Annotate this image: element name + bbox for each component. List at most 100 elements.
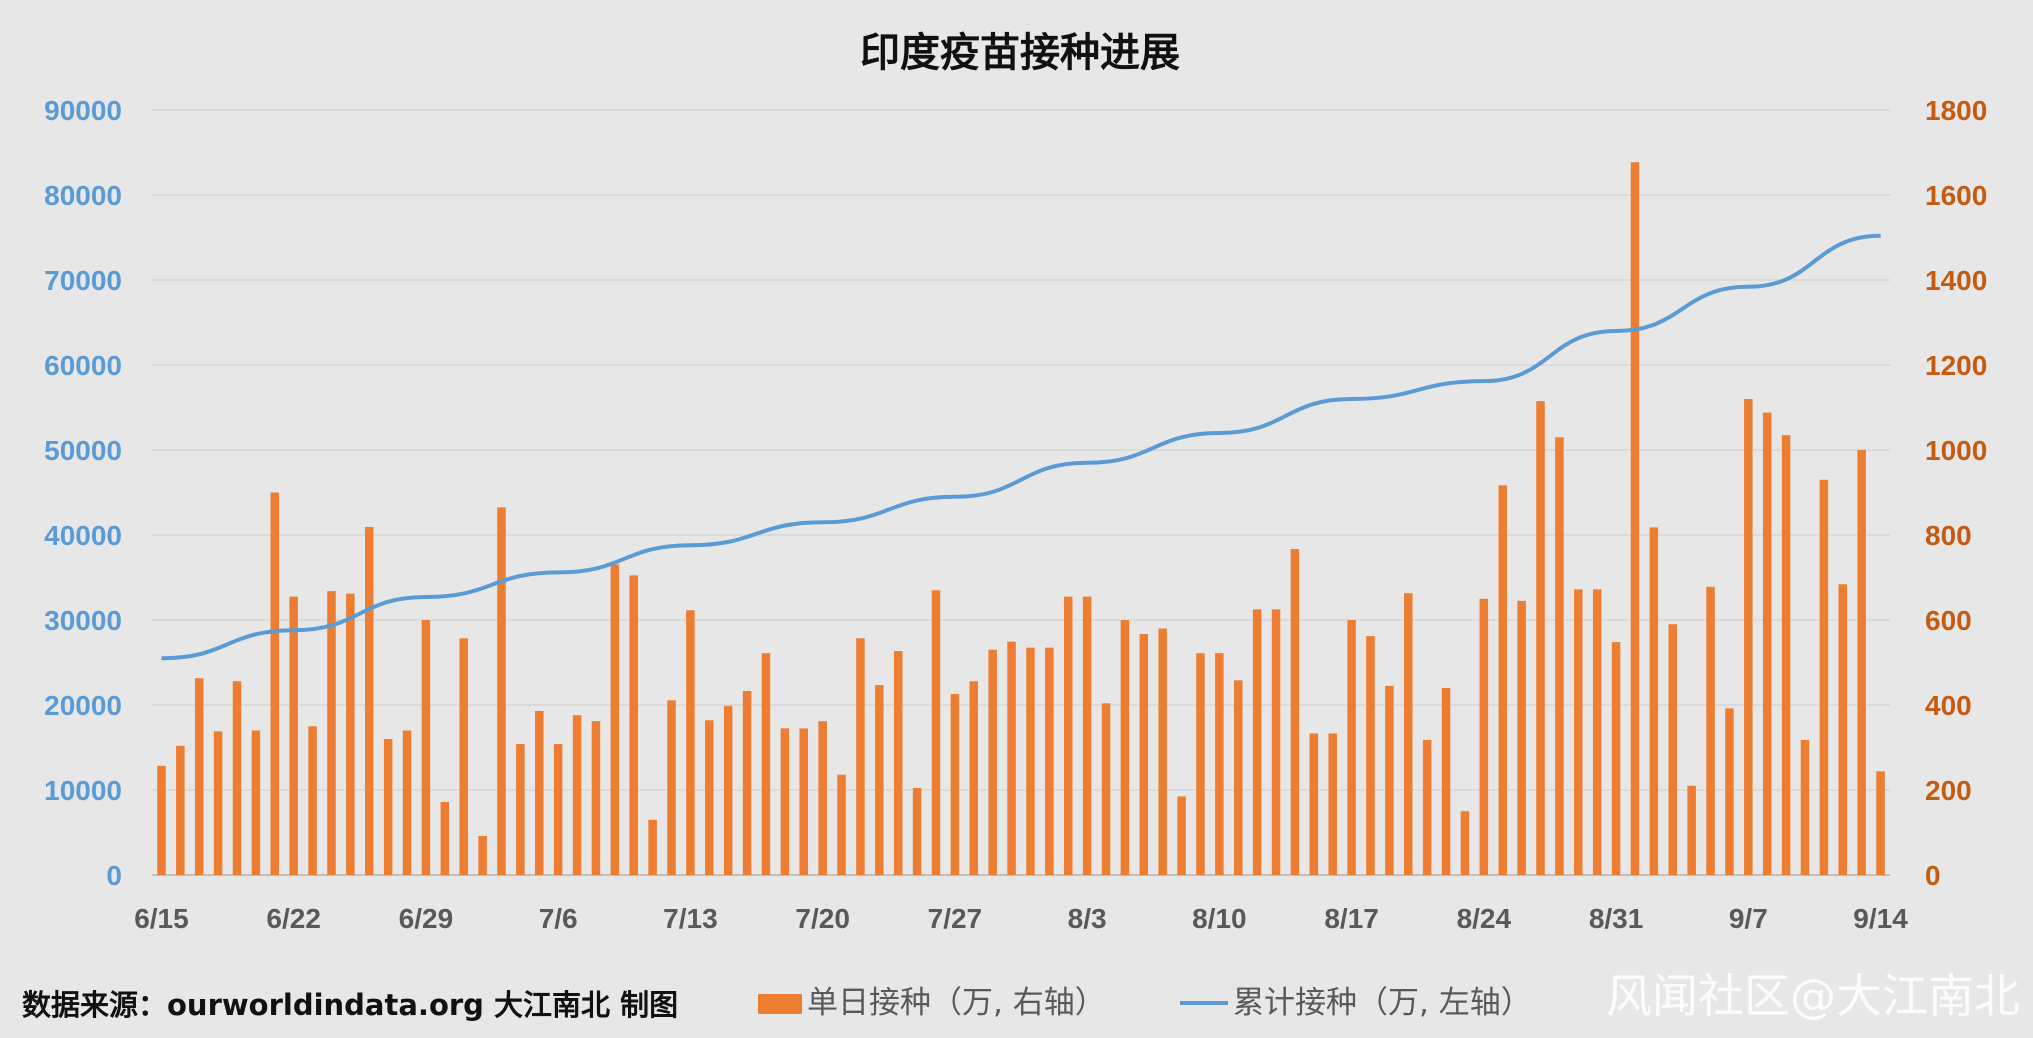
x-tick-label: 6/22 bbox=[266, 903, 321, 934]
daily-bar bbox=[1290, 549, 1300, 875]
daily-bar bbox=[1045, 647, 1054, 875]
legend-line-label: 累计接种（万, 左轴） bbox=[1233, 985, 1532, 1021]
chart-title: 印度疫苗接种进展 bbox=[860, 30, 1180, 76]
daily-bar bbox=[837, 774, 846, 875]
daily-bar bbox=[969, 681, 979, 875]
right-axis: 0 200 400 600 800 1000 1200 1400 1600 1800 bbox=[1925, 95, 1987, 891]
daily-bar bbox=[1838, 584, 1848, 875]
daily-bar bbox=[1082, 596, 1092, 875]
daily-bar bbox=[1687, 785, 1696, 875]
daily-bar bbox=[1441, 688, 1451, 875]
daily-bar bbox=[1574, 589, 1583, 875]
daily-bar bbox=[1479, 598, 1489, 875]
x-axis: 6/15 6/22 6/29 7/6 7/13 7/20 7/27 8/3 8/10 8/17 8/… bbox=[134, 903, 1908, 934]
daily-bar bbox=[742, 690, 752, 875]
daily-bar bbox=[629, 575, 638, 875]
daily-bar bbox=[383, 739, 393, 875]
daily-bar bbox=[1007, 641, 1016, 875]
daily-bar bbox=[459, 638, 468, 875]
daily-bar bbox=[572, 715, 582, 875]
daily-bar bbox=[1706, 586, 1715, 875]
daily-bar bbox=[780, 728, 790, 875]
daily-bar bbox=[1819, 479, 1829, 875]
daily-bar bbox=[610, 564, 620, 875]
right-tick-label: 600 bbox=[1925, 605, 1972, 636]
right-tick-label: 1400 bbox=[1925, 265, 1987, 296]
daily-bar bbox=[1876, 771, 1885, 875]
daily-bar bbox=[497, 507, 506, 875]
daily-bar bbox=[1120, 620, 1130, 875]
daily-bar bbox=[1592, 589, 1602, 875]
daily-bar bbox=[1271, 609, 1281, 875]
right-tick-label: 0 bbox=[1925, 860, 1941, 891]
daily-bar bbox=[402, 730, 412, 875]
daily-bar bbox=[1857, 450, 1866, 875]
daily-bar bbox=[1744, 399, 1753, 875]
daily-bar bbox=[535, 710, 544, 875]
daily-bar bbox=[912, 787, 922, 875]
x-tick-label: 8/31 bbox=[1589, 903, 1644, 934]
daily-bar bbox=[1555, 437, 1564, 875]
daily-bar bbox=[761, 653, 771, 875]
daily-bar bbox=[1196, 653, 1205, 875]
x-tick-label: 7/6 bbox=[539, 903, 578, 934]
daily-bar bbox=[421, 620, 431, 875]
left-tick-label: 30000 bbox=[44, 605, 122, 636]
daily-bar bbox=[818, 721, 827, 875]
left-axis: 0 10000 20000 30000 40000 50000 60000 70000 8000… bbox=[44, 95, 122, 891]
daily-bar bbox=[875, 685, 884, 875]
daily-bar bbox=[1177, 796, 1186, 875]
daily-bar bbox=[270, 492, 280, 875]
daily-bar bbox=[1328, 733, 1337, 875]
left-tick-label: 90000 bbox=[44, 95, 122, 126]
daily-bar bbox=[516, 744, 525, 875]
legend: 单日接种（万, 右轴） 累计接种（万, 左轴） bbox=[758, 985, 1532, 1021]
daily-bar bbox=[591, 721, 601, 875]
daily-bar bbox=[1404, 593, 1413, 875]
right-tick-label: 1800 bbox=[1925, 95, 1987, 126]
left-tick-label: 0 bbox=[106, 860, 122, 891]
watermark: 风闻社区@大江南北 bbox=[1606, 969, 2020, 1023]
x-tick-label: 8/10 bbox=[1192, 903, 1247, 934]
daily-bar bbox=[232, 681, 242, 875]
daily-bar bbox=[1517, 600, 1526, 875]
x-tick-label: 8/17 bbox=[1324, 903, 1379, 934]
left-tick-label: 80000 bbox=[44, 180, 122, 211]
daily-bar bbox=[157, 765, 166, 875]
daily-bar bbox=[176, 745, 185, 875]
daily-bar bbox=[1347, 620, 1356, 875]
legend-bar-label: 单日接种（万, 右轴） bbox=[807, 985, 1106, 1021]
daily-bar bbox=[950, 693, 960, 875]
daily-bar bbox=[289, 596, 298, 875]
left-tick-label: 70000 bbox=[44, 265, 122, 296]
daily-bar bbox=[308, 726, 317, 875]
x-tick-label: 7/20 bbox=[795, 903, 850, 934]
x-tick-label: 6/29 bbox=[399, 903, 454, 934]
daily-bar bbox=[1725, 708, 1734, 875]
daily-bar bbox=[1630, 162, 1640, 875]
daily-bar bbox=[364, 526, 374, 875]
gridlines bbox=[152, 109, 1890, 876]
daily-bar bbox=[705, 720, 714, 875]
daily-bar bbox=[1800, 739, 1810, 875]
daily-bar bbox=[440, 801, 450, 875]
left-tick-label: 20000 bbox=[44, 690, 122, 721]
left-tick-label: 50000 bbox=[44, 435, 122, 466]
daily-bar bbox=[988, 649, 997, 875]
x-tick-label: 6/15 bbox=[134, 903, 189, 934]
daily-bar bbox=[1460, 811, 1470, 875]
legend-bar-swatch bbox=[758, 994, 802, 1014]
daily-bar bbox=[478, 835, 487, 875]
daily-bar bbox=[1026, 647, 1035, 875]
cumulative-vaccination-line bbox=[161, 233, 1881, 661]
right-tick-label: 1600 bbox=[1925, 180, 1987, 211]
daily-bar bbox=[799, 728, 809, 875]
x-tick-label: 9/14 bbox=[1853, 903, 1908, 934]
daily-bar bbox=[553, 744, 563, 875]
daily-bar bbox=[931, 590, 941, 875]
daily-bar bbox=[1101, 703, 1111, 875]
x-tick-label: 7/27 bbox=[928, 903, 983, 934]
daily-bar bbox=[1215, 653, 1224, 875]
